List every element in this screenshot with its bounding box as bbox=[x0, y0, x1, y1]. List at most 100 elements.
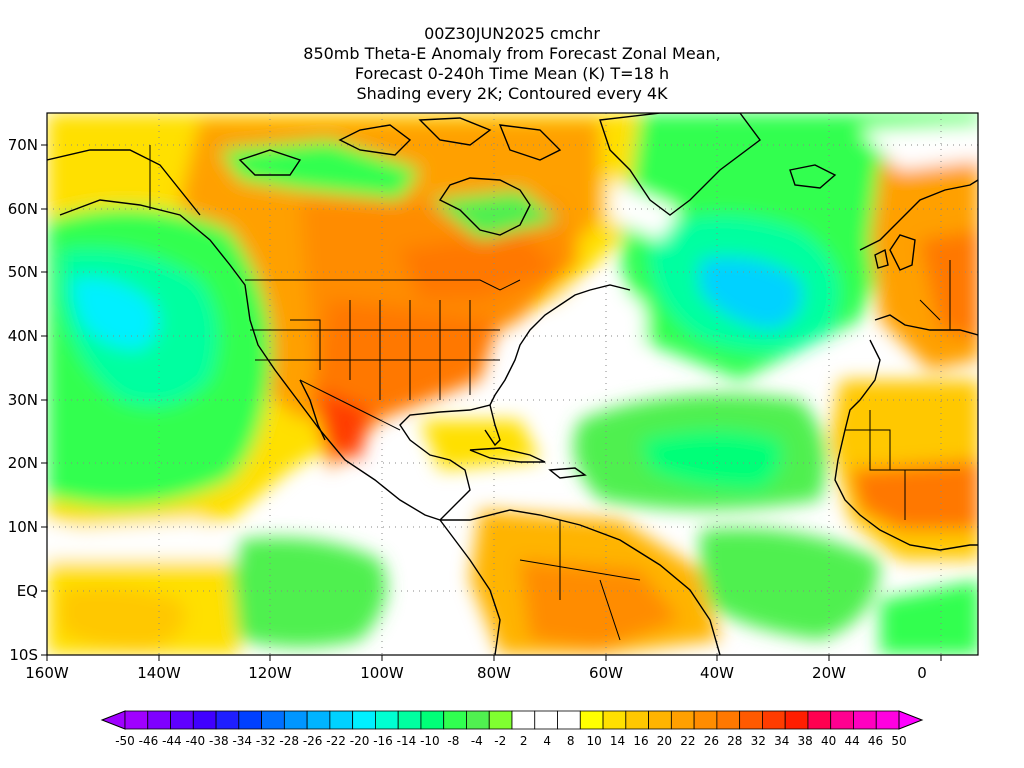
colorbar-swatch bbox=[625, 710, 649, 730]
colorbar-label: 44 bbox=[844, 734, 859, 748]
colorbar-swatch bbox=[352, 710, 376, 730]
plot-frame bbox=[46, 112, 979, 656]
colorbar: -50 -46 -44 -40 -38 -34 -32 -28 -26 -22 -20 -16 -14-… bbox=[100, 710, 924, 748]
colorbar-low-arrow bbox=[100, 710, 126, 730]
colorbar-swatch bbox=[147, 710, 171, 730]
colorbar-label: 8 bbox=[567, 734, 575, 748]
colorbar-label: -8 bbox=[447, 734, 459, 748]
anomaly-shading bbox=[47, 113, 978, 655]
colorbar-swatch bbox=[420, 710, 445, 730]
lat-label: EQ bbox=[17, 582, 38, 600]
colorbar-swatch bbox=[215, 710, 240, 730]
colorbar-label: 2 bbox=[520, 734, 528, 748]
lat-label: 50N bbox=[8, 263, 38, 281]
colorbar-swatch bbox=[443, 710, 467, 730]
colorbar-swatch bbox=[739, 710, 763, 730]
colorbar-label: 34 bbox=[774, 734, 789, 748]
lon-label: 40W bbox=[700, 664, 734, 682]
title-line-2: 850mb Theta-E Anomaly from Forecast Zona… bbox=[303, 44, 721, 63]
colorbar-swatch bbox=[784, 710, 809, 730]
lon-label: 160W bbox=[25, 664, 69, 682]
colorbar-label: -34 bbox=[232, 734, 252, 748]
colorbar-swatch bbox=[329, 710, 354, 730]
lon-label: 20W bbox=[812, 664, 846, 682]
colorbar-label: -16 bbox=[373, 734, 393, 748]
lon-label: 80W bbox=[477, 664, 511, 682]
lon-label: 140W bbox=[137, 664, 181, 682]
colorbar-high-arrow bbox=[898, 710, 924, 730]
colorbar-swatch bbox=[534, 710, 558, 730]
lat-label: 10S bbox=[9, 646, 38, 664]
colorbar-label: 38 bbox=[798, 734, 813, 748]
axis-ticks bbox=[41, 144, 942, 661]
colorbar-label: 16 bbox=[633, 734, 648, 748]
lat-label: 70N bbox=[8, 136, 38, 154]
colorbar-swatch bbox=[192, 710, 217, 730]
colorbar-label: 14 bbox=[610, 734, 625, 748]
colorbar-swatch bbox=[261, 710, 285, 730]
lat-label: 60N bbox=[8, 200, 38, 218]
colorbar-label: -40 bbox=[186, 734, 206, 748]
colorbar-swatch bbox=[670, 710, 695, 730]
title-line-4: Shading every 2K; Contoured every 4K bbox=[356, 84, 668, 103]
colorbar-label: 46 bbox=[868, 734, 883, 748]
colorbar-label: 10 bbox=[586, 734, 601, 748]
colorbar-label: -10 bbox=[420, 734, 440, 748]
lon-label: 60W bbox=[589, 664, 623, 682]
colorbar-label: -38 bbox=[209, 734, 229, 748]
colorbar-label: -28 bbox=[279, 734, 299, 748]
lon-label: 0 bbox=[917, 664, 927, 682]
map-grid bbox=[47, 113, 978, 655]
colorbar-label: 26 bbox=[704, 734, 719, 748]
chart-title: 00Z30JUN2025 cmchr 850mb Theta-E Anomaly… bbox=[0, 24, 1024, 104]
colorbar-label: -26 bbox=[303, 734, 323, 748]
colorbar-swatch bbox=[488, 710, 513, 730]
lon-label: 100W bbox=[360, 664, 404, 682]
colorbar-label: 32 bbox=[751, 734, 766, 748]
colorbar-swatch bbox=[238, 710, 262, 730]
colorbar-swatch bbox=[397, 710, 422, 730]
lat-label: 20N bbox=[8, 454, 38, 472]
colorbar-swatch bbox=[762, 710, 786, 730]
lat-label: 40N bbox=[8, 327, 38, 345]
colorbar-swatch bbox=[875, 710, 900, 730]
colorbar-swatch bbox=[557, 710, 581, 730]
colorbar-label: -2 bbox=[494, 734, 506, 748]
political-boundaries bbox=[149, 145, 960, 641]
colorbar-label: -4 bbox=[471, 734, 483, 748]
title-line-1: 00Z30JUN2025 cmchr bbox=[424, 24, 600, 43]
colorbar-label: -32 bbox=[256, 734, 276, 748]
colorbar-swatch bbox=[511, 710, 536, 730]
colorbar-swatch bbox=[306, 710, 331, 730]
colorbar-swatch bbox=[853, 710, 877, 730]
colorbar-label: -46 bbox=[139, 734, 159, 748]
colorbar-label: -20 bbox=[350, 734, 370, 748]
coastlines bbox=[47, 113, 978, 655]
colorbar-swatch bbox=[648, 710, 672, 730]
colorbar-swatch bbox=[807, 710, 832, 730]
colorbar-swatch bbox=[602, 710, 627, 730]
title-line-3: Forecast 0-240h Time Mean (K) T=18 h bbox=[354, 64, 670, 83]
colorbar-swatch bbox=[830, 710, 854, 730]
colorbar-swatch bbox=[124, 710, 149, 730]
colorbar-label: 22 bbox=[680, 734, 695, 748]
colorbar-swatch bbox=[579, 710, 604, 730]
lon-label: 120W bbox=[248, 664, 292, 682]
colorbar-swatch bbox=[466, 710, 490, 730]
colorbar-swatch bbox=[375, 710, 399, 730]
colorbar-swatch bbox=[693, 710, 718, 730]
colorbar-label: -50 bbox=[115, 734, 135, 748]
colorbar-label: 28 bbox=[727, 734, 742, 748]
lat-label: 30N bbox=[8, 391, 38, 409]
colorbar-swatch bbox=[716, 710, 741, 730]
colorbar-label: 20 bbox=[657, 734, 672, 748]
lat-label: 10N bbox=[8, 518, 38, 536]
colorbar-label: 4 bbox=[543, 734, 551, 748]
colorbar-swatch bbox=[170, 710, 194, 730]
colorbar-label: -44 bbox=[162, 734, 182, 748]
colorbar-label: -14 bbox=[397, 734, 417, 748]
colorbar-label: 40 bbox=[821, 734, 836, 748]
colorbar-swatch bbox=[283, 710, 308, 730]
colorbar-label: -22 bbox=[326, 734, 346, 748]
